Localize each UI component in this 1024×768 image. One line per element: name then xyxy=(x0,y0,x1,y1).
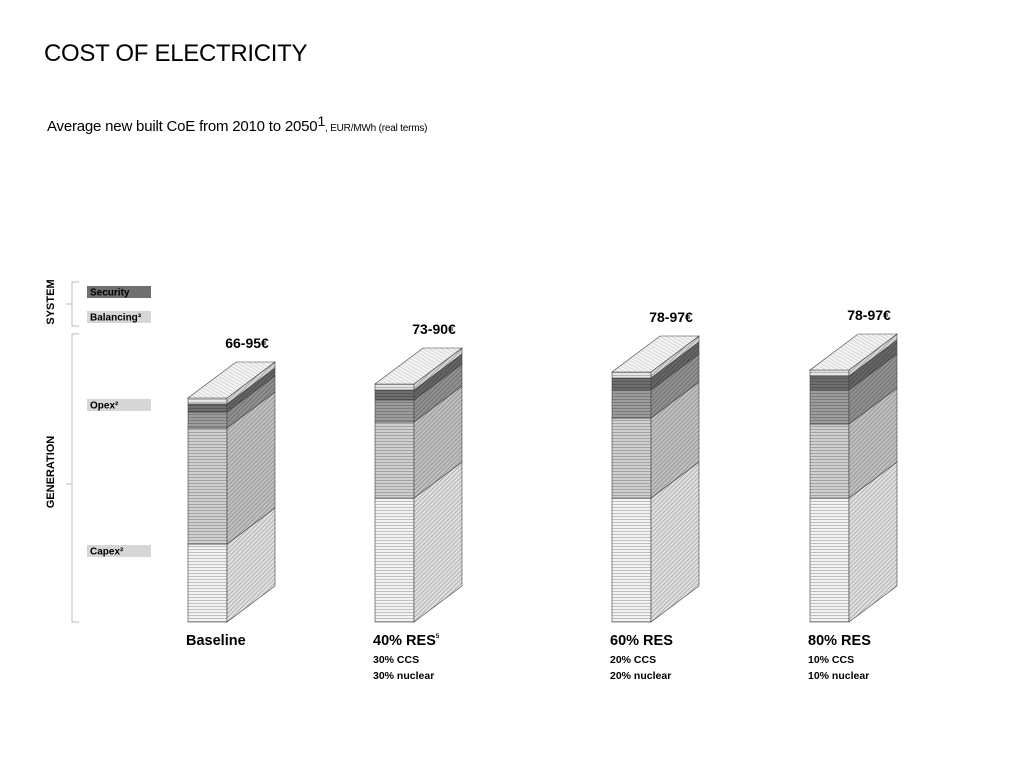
category-sublabel: 30% nuclear xyxy=(373,670,434,682)
legend-label: Balancing³ xyxy=(90,313,142,324)
bar-top-hatch-80-res xyxy=(810,334,897,370)
group-label-generation: GENERATION xyxy=(45,436,57,509)
subtitle-main: Average new built CoE from 2010 to 2050 xyxy=(47,118,318,135)
legend-swatch xyxy=(87,399,151,411)
bar-top-hatch-baseline xyxy=(188,362,275,398)
total-label-baseline: 66-95€ xyxy=(225,335,269,351)
bar-top-hatch-60-res xyxy=(612,336,699,372)
segment-opex-baseline-side-hatch xyxy=(227,392,275,544)
bar-top-hatch-40-res xyxy=(375,348,462,384)
segment-balancing-60-res-side-hatch xyxy=(651,354,699,418)
generation-bracket xyxy=(71,333,79,623)
segment-capex-80-res-side-hatch xyxy=(849,462,897,622)
legend: Security Balancing³ Opex² Capex² xyxy=(87,286,151,558)
segment-opex-80-res-side-hatch xyxy=(849,388,897,498)
segment-opex-60-res-front-hatch xyxy=(612,418,651,498)
bar-60-res: 78-97€ xyxy=(611,309,700,623)
segment-cap-40-res-side-hatch xyxy=(414,348,462,390)
segment-capex-80-res-front-hatch xyxy=(810,498,849,622)
category-label-80-res: 80% RES xyxy=(808,633,871,649)
segment-security-60-res-front-hatch xyxy=(612,378,651,390)
category-footnote: 5 xyxy=(436,634,440,640)
segment-cap-80-res-front-hatch xyxy=(810,370,849,376)
subtitle-footnote: 1 xyxy=(317,113,326,129)
category-sublabel: 20% CCS xyxy=(610,654,656,666)
legend-item-security: Security xyxy=(87,286,151,299)
segment-capex-40-res-front-hatch xyxy=(375,498,414,622)
bars: 66-95€ 73-90€ 78-97€ 78-97€ xyxy=(187,307,898,623)
group-brackets xyxy=(66,281,79,623)
segment-balancing-60-res-front-hatch xyxy=(612,390,651,418)
total-label-40-res: 73-90€ xyxy=(412,321,456,337)
segment-security-40-res-side-hatch xyxy=(414,354,462,400)
segment-security-60-res-side-hatch xyxy=(651,342,699,390)
legend-item-capex: Capex² xyxy=(87,545,151,558)
category-label-60-res: 60% RES xyxy=(610,633,673,649)
segment-opex-baseline-front-hatch xyxy=(188,428,227,544)
legend-item-balancing: Balancing³ xyxy=(87,311,151,324)
legend-label: Opex² xyxy=(90,401,119,412)
segment-opex-60-res-side-hatch xyxy=(651,382,699,498)
segment-balancing-40-res-front-hatch xyxy=(375,400,414,422)
category-sublabel: 10% nuclear xyxy=(808,670,869,682)
segment-balancing-baseline-front-hatch xyxy=(188,412,227,428)
segment-security-baseline-side-hatch xyxy=(227,368,275,412)
segment-balancing-baseline-side-hatch xyxy=(227,376,275,428)
segment-capex-60-res-front-hatch xyxy=(612,498,651,622)
category-sublabel: 10% CCS xyxy=(808,654,854,666)
system-bracket xyxy=(71,281,79,327)
total-label-80-res: 78-97€ xyxy=(847,307,891,323)
legend-swatch xyxy=(87,286,151,298)
segment-cap-baseline-side-hatch xyxy=(227,362,275,404)
segment-cap-40-res-front-hatch xyxy=(375,384,414,390)
segment-security-80-res-front-hatch xyxy=(810,376,849,390)
segment-cap-60-res-side-hatch xyxy=(651,336,699,378)
segment-capex-40-res-side-hatch xyxy=(414,462,462,622)
segment-balancing-40-res-side-hatch xyxy=(414,364,462,422)
bar-40-res: 73-90€ xyxy=(374,321,463,623)
segment-opex-40-res-front-hatch xyxy=(375,422,414,498)
bar-80-res: 78-97€ xyxy=(809,307,898,623)
category-sublabel: 20% nuclear xyxy=(610,670,671,682)
category-sublabel: 30% CCS xyxy=(373,654,419,666)
legend-swatch xyxy=(87,545,151,557)
segment-security-80-res-side-hatch xyxy=(849,340,897,390)
segment-opex-40-res-side-hatch xyxy=(414,386,462,498)
segment-balancing-80-res-front-hatch xyxy=(810,390,849,424)
bar-baseline: 66-95€ xyxy=(187,335,276,623)
segment-cap-60-res-front-hatch xyxy=(612,372,651,378)
segment-cap-80-res-side-hatch xyxy=(849,334,897,376)
segment-capex-baseline-front-hatch xyxy=(188,544,227,622)
group-labels: SYSTEM GENERATION xyxy=(45,279,57,508)
total-label-60-res: 78-97€ xyxy=(649,309,693,325)
segment-balancing-80-res-side-hatch xyxy=(849,354,897,424)
legend-label: Capex² xyxy=(90,547,124,558)
segment-cap-baseline-front-hatch xyxy=(188,398,227,404)
subtitle-unit: , EUR/MWh (real terms) xyxy=(325,123,428,134)
segment-security-baseline-front-hatch xyxy=(188,404,227,412)
chart-subtitle: Average new built CoE from 2010 to 20501… xyxy=(47,113,428,135)
segment-security-40-res-front-hatch xyxy=(375,390,414,400)
category-label-40-res: 40% RES5 xyxy=(373,633,440,649)
segment-capex-baseline-side-hatch xyxy=(227,508,275,622)
legend-swatch xyxy=(87,311,151,323)
page-title: COST OF ELECTRICITY xyxy=(44,40,308,67)
segment-opex-80-res-front-hatch xyxy=(810,424,849,498)
category-labels: Baseline 40% RES5 30% CCS 30% nuclear 60% RE… xyxy=(186,633,871,682)
category-label-baseline: Baseline xyxy=(186,633,246,649)
legend-item-opex: Opex² xyxy=(87,399,151,412)
legend-label: Security xyxy=(90,288,130,299)
group-label-system: SYSTEM xyxy=(45,279,57,324)
segment-capex-60-res-side-hatch xyxy=(651,462,699,622)
